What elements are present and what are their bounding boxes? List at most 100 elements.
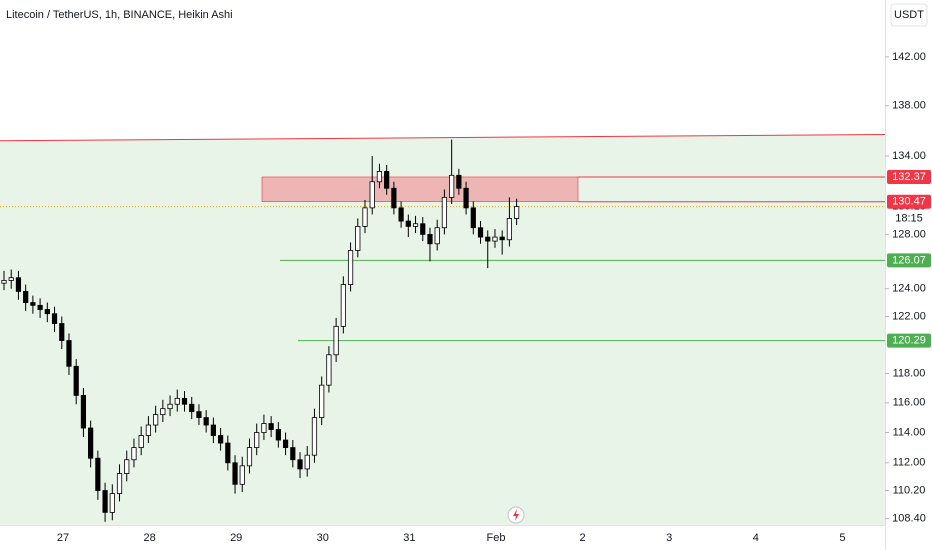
candle-body <box>210 424 216 436</box>
candle-body <box>44 309 50 315</box>
candle-body <box>333 325 339 356</box>
icon-bolt <box>513 509 519 521</box>
x-tick-label: 30 <box>317 532 329 544</box>
candle-body <box>485 236 491 242</box>
candle-body <box>297 459 303 470</box>
candle-body <box>275 429 281 441</box>
candle-body <box>131 447 137 461</box>
candle-body <box>145 424 151 436</box>
candle-body <box>246 447 253 467</box>
candle-body <box>8 277 14 281</box>
candle-body <box>37 304 43 310</box>
y-tick-label: 114.00 <box>893 426 926 438</box>
candle-body <box>153 414 159 426</box>
candle-body <box>319 384 325 418</box>
candle-body <box>427 233 433 245</box>
candle-body <box>420 223 426 235</box>
price-tag-label: 120.29 <box>892 335 926 347</box>
price-tag-label: 126.07 <box>892 254 926 266</box>
x-tick-label: 31 <box>403 532 415 544</box>
candle-body <box>362 207 368 227</box>
candle-body <box>477 227 484 238</box>
x-tick-label: 4 <box>753 532 759 544</box>
x-tick-label: Feb <box>487 532 506 544</box>
y-tick-label: 138.00 <box>892 100 926 112</box>
candle-body <box>217 435 224 444</box>
candle-body <box>51 313 58 324</box>
candle-body <box>492 236 498 242</box>
candle-body <box>456 174 462 189</box>
price-tag <box>887 194 931 209</box>
price-tag <box>887 333 931 348</box>
x-tick-label: 29 <box>230 532 242 544</box>
y-tick-label: 108.40 <box>892 513 926 525</box>
candle-body <box>225 442 231 464</box>
candle-body <box>66 340 72 367</box>
candle-body <box>304 454 310 470</box>
candle-body <box>449 174 455 198</box>
candle-body <box>88 427 94 459</box>
candle-body <box>347 250 354 285</box>
x-tick-label: 5 <box>839 532 845 544</box>
candle-body <box>514 206 520 219</box>
candle-body <box>23 291 29 303</box>
candle-body <box>196 411 202 418</box>
y-tick-label: 118.00 <box>893 367 926 379</box>
candle-body <box>326 354 332 386</box>
candle-body <box>138 435 144 448</box>
candle-body <box>15 277 22 292</box>
candle-body <box>232 462 238 485</box>
background-layer <box>0 133 886 525</box>
candle-body <box>470 207 476 229</box>
price-tag-label: 132.37 <box>892 171 926 183</box>
y-tick-label: 122.00 <box>892 310 926 322</box>
y-tick-label: 124.00 <box>892 283 926 295</box>
currency: USDT <box>894 9 924 21</box>
candle-body <box>261 423 267 433</box>
candle-body <box>124 459 130 474</box>
x-tick-label: 28 <box>143 532 155 544</box>
candle-body <box>203 417 209 426</box>
y-tick-label: 128.00 <box>892 228 926 240</box>
candle-body <box>391 187 397 209</box>
candle-body <box>405 220 411 227</box>
candle-body <box>282 439 289 448</box>
resistance-zone <box>261 176 579 203</box>
x-tick-label: 3 <box>666 532 672 544</box>
candle-body <box>167 403 173 410</box>
candle-body <box>376 171 383 183</box>
x-tick-label: 2 <box>580 532 586 544</box>
currency-box[interactable] <box>890 3 928 27</box>
countdown: 18:15 <box>895 212 923 224</box>
candle-body <box>73 365 79 396</box>
candle-body <box>355 226 361 251</box>
candle-body <box>499 236 505 241</box>
axis-layer: 142.00 138.00 134.00 128.00 124.00 122.00 118.… <box>57 51 931 544</box>
candle-body <box>239 465 245 485</box>
y-tick-label: 134.00 <box>892 150 926 162</box>
y-tick-label: 142.00 <box>892 51 926 63</box>
candle-body <box>384 171 390 189</box>
price-tag <box>887 253 931 268</box>
candle-body <box>254 432 260 448</box>
candle-body <box>160 408 166 416</box>
candle-body <box>311 417 318 456</box>
price-tag-label: 130.47 <box>892 196 926 208</box>
candle-body <box>506 218 513 241</box>
price-tag <box>887 169 931 184</box>
candle-body <box>102 490 108 513</box>
candle-body <box>369 181 375 209</box>
candle-body <box>340 284 346 327</box>
candle-body <box>463 187 469 209</box>
candle-body <box>1 280 7 284</box>
plot-layer <box>1 139 520 522</box>
y-tick-label: 116.00 <box>893 397 926 409</box>
candle-body <box>116 473 123 495</box>
candle-body <box>80 395 87 429</box>
x-tick-label: 27 <box>57 532 69 544</box>
candle-body <box>189 403 195 413</box>
replay-icon[interactable] <box>507 506 525 524</box>
candle-body <box>174 397 180 405</box>
